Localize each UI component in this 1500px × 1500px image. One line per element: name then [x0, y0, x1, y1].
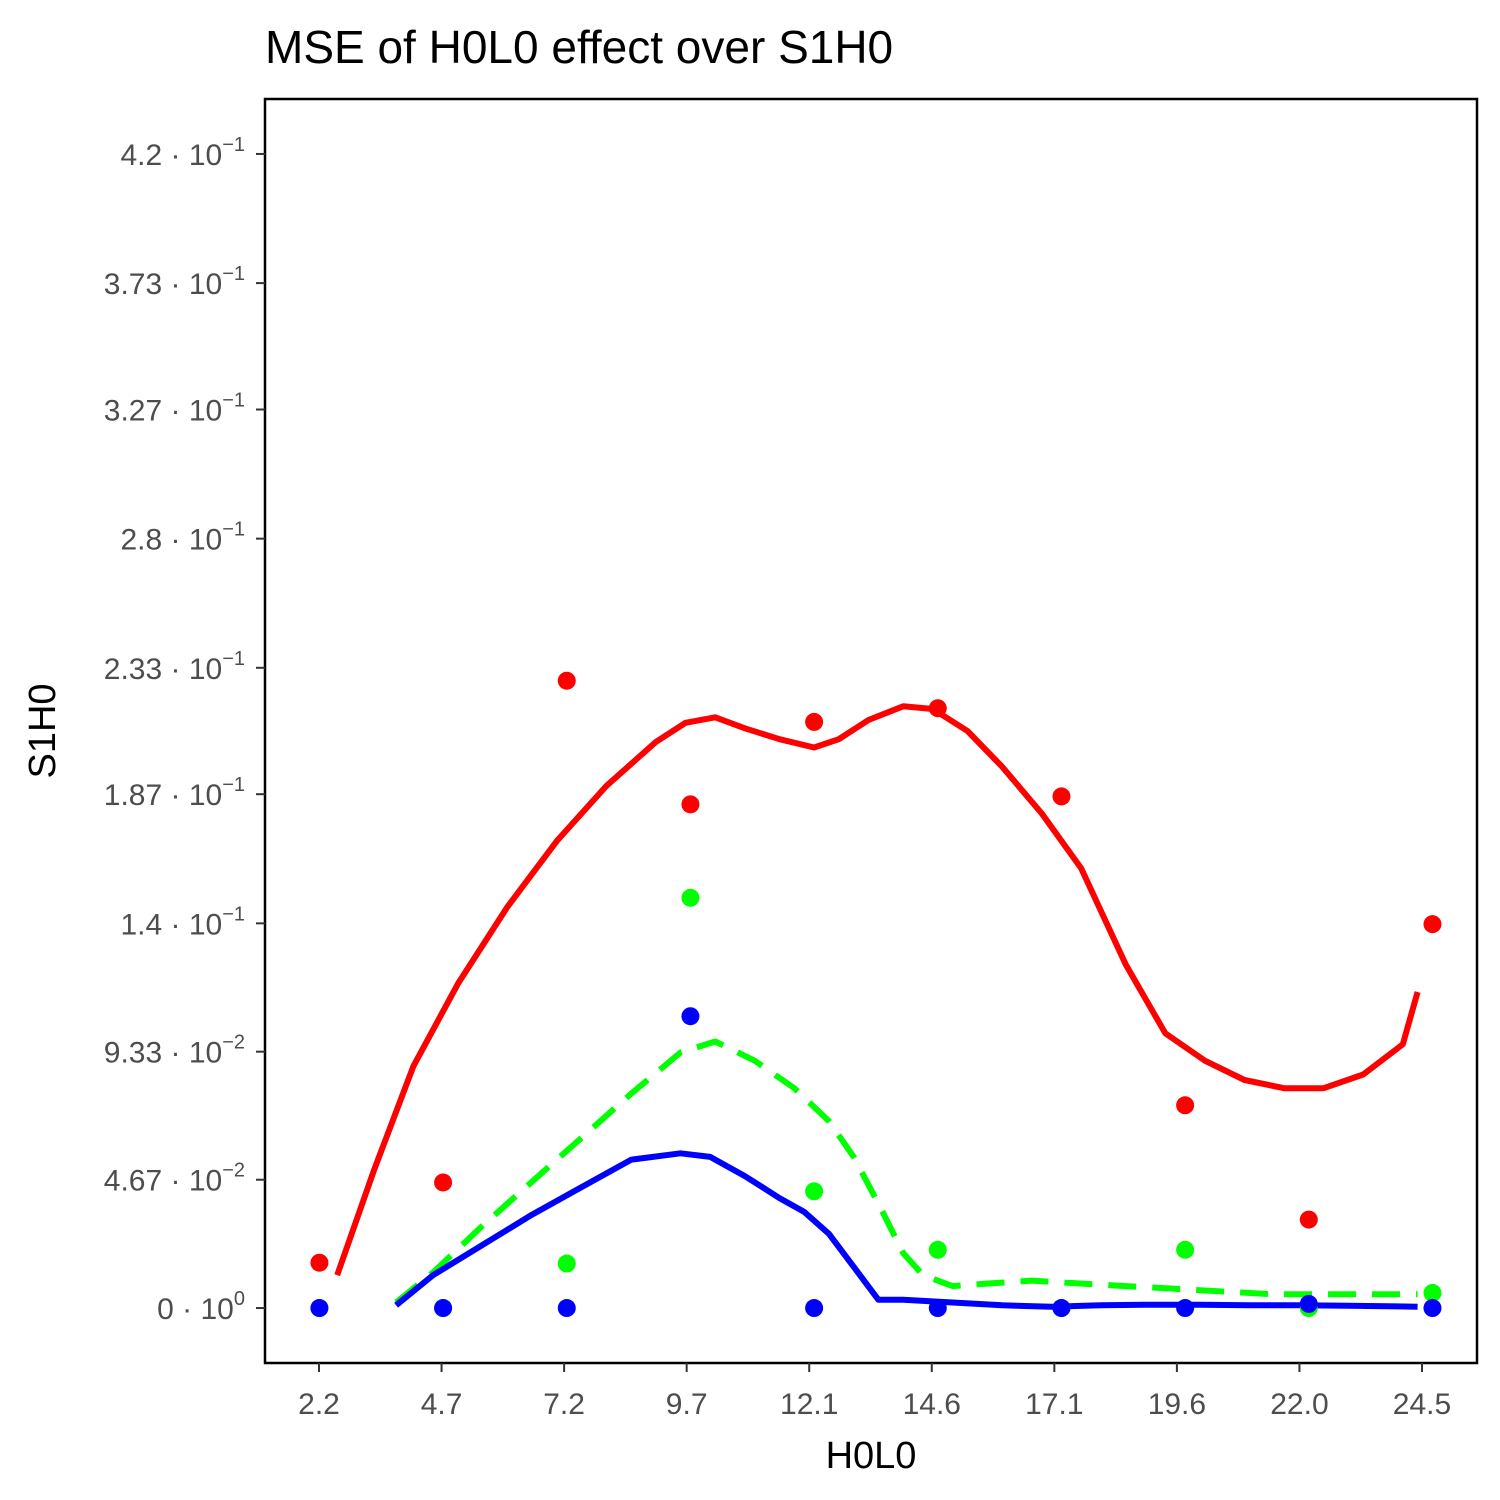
x-axis: 2.2 4.7 7.2 9.7 12.1 14.6 17.1 19.6 22.0 24.5: [298, 1363, 1451, 1421]
series-2-point: [928, 1240, 947, 1259]
series-2-point: [557, 1254, 576, 1273]
y-axis-title: S1H0: [22, 683, 64, 778]
series-1-point: [434, 1173, 453, 1192]
series-1-point: [1052, 787, 1071, 806]
x-tick-label: 9.7: [666, 1388, 708, 1421]
x-tick-label: 2.2: [298, 1388, 340, 1421]
plot-panel: [263, 97, 1479, 1365]
series-1-point: [557, 671, 576, 690]
series-1-point: [310, 1253, 329, 1272]
y-tick-label: 0 · 100: [157, 1288, 245, 1326]
y-tick-label: 4.2 · 10−1: [120, 134, 245, 172]
series-2-point: [681, 888, 700, 907]
x-tick-label: 19.6: [1148, 1388, 1206, 1421]
x-tick-label: 22.0: [1270, 1388, 1328, 1421]
series-3-point: [310, 1299, 329, 1318]
series-1-point: [928, 699, 947, 718]
x-axis-title: H0L0: [826, 1435, 917, 1477]
series-3-point: [928, 1299, 947, 1318]
y-tick-label: 3.27 · 10−1: [104, 390, 245, 428]
series-1-point: [1299, 1210, 1318, 1229]
series-3-point: [1423, 1299, 1442, 1318]
y-axis: 0 · 100 4.67 · 10−2 9.33 · 10−2 1.4 · 10−1 1…: [104, 134, 265, 1326]
x-tick-label: 7.2: [543, 1388, 585, 1421]
series-3-point: [557, 1299, 576, 1318]
series-2-point: [1423, 1283, 1442, 1302]
y-tick-label: 2.33 · 10−1: [104, 648, 245, 686]
series-3-point: [681, 1007, 700, 1026]
y-tick-label: 1.87 · 10−1: [104, 774, 245, 812]
series-1-smooth-line: [334, 703, 1421, 1277]
series-3-point: [1299, 1294, 1318, 1313]
series-3-point: [805, 1299, 824, 1318]
series-3-point: [434, 1299, 453, 1318]
y-tick-label: 2.8 · 10−1: [120, 519, 245, 557]
series-2-point: [805, 1182, 824, 1201]
y-tick-label: 1.4 · 10−1: [120, 903, 245, 941]
y-tick-label: 4.67 · 10−2: [104, 1160, 245, 1198]
series-3-point: [1176, 1299, 1195, 1318]
x-tick-label: 24.5: [1393, 1388, 1451, 1421]
series-1-point: [1423, 915, 1442, 934]
series-1-point: [805, 712, 824, 731]
x-tick-label: 12.1: [780, 1388, 838, 1421]
x-tick-label: 4.7: [421, 1388, 463, 1421]
series-1-point: [681, 795, 700, 814]
chart-title: MSE of H0L0 effect over S1H0: [265, 21, 893, 73]
x-tick-label: 14.6: [903, 1388, 961, 1421]
series-3-point: [1052, 1299, 1071, 1318]
series-3-smooth-line: [394, 1150, 1418, 1310]
y-tick-label: 3.73 · 10−1: [104, 263, 245, 301]
series-2-point: [1176, 1240, 1195, 1259]
series-layer: [310, 671, 1442, 1318]
y-tick-label: 9.33 · 10−2: [104, 1032, 245, 1070]
series-2-smooth-line: [394, 1038, 1418, 1305]
x-tick-label: 17.1: [1025, 1388, 1083, 1421]
series-1-point: [1176, 1096, 1195, 1115]
